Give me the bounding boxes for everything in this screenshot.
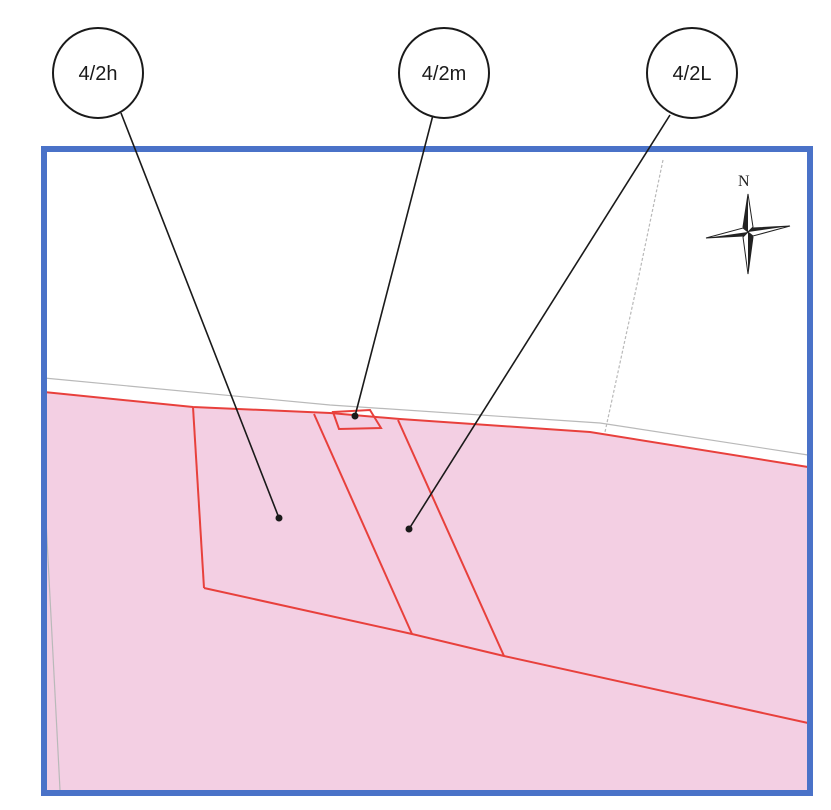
grey-boundary-line [45, 519, 61, 791]
leader-dot-4-2h [275, 514, 283, 522]
leader-line-4-2m [354, 114, 434, 417]
leader-line-4-2l [408, 114, 671, 530]
shaded-land-area [44, 392, 808, 790]
grey-boundary-line [604, 159, 664, 433]
parcel-4-2l-east-edge [397, 419, 505, 657]
parcel-label-4-2m: 4/2m [422, 63, 466, 85]
parcel-boundaries [43, 391, 809, 724]
leader-line-4-2h [120, 112, 280, 519]
callout-circle [398, 27, 490, 119]
parcel-4-2m-outline [331, 408, 383, 431]
grey-boundary-lines [43, 159, 809, 791]
parcel-4-2h-west-edge [192, 406, 205, 589]
leader-dot-4-2l [405, 525, 413, 533]
northern-boundary-line [43, 391, 809, 468]
callout-circle [52, 27, 144, 119]
callout-4-2l: 4/2L [646, 27, 738, 119]
leader-dots [275, 412, 413, 533]
callout-4-2h: 4/2h [52, 27, 144, 119]
leader-lines [120, 112, 671, 530]
southern-boundary-line [203, 587, 809, 724]
map-frame [41, 146, 813, 796]
parcel-4-2l-west-edge [313, 413, 413, 635]
parcel-label-4-2h: 4/2h [79, 63, 118, 85]
leader-dot-4-2m [351, 412, 359, 420]
parcel-label-4-2l: 4/2L [673, 63, 712, 85]
callout-circle [646, 27, 738, 119]
north-label: N [738, 173, 750, 190]
grey-boundary-line [43, 377, 809, 456]
callout-4-2m: 4/2m [398, 27, 490, 119]
north-arrow-icon: N [705, 173, 791, 275]
